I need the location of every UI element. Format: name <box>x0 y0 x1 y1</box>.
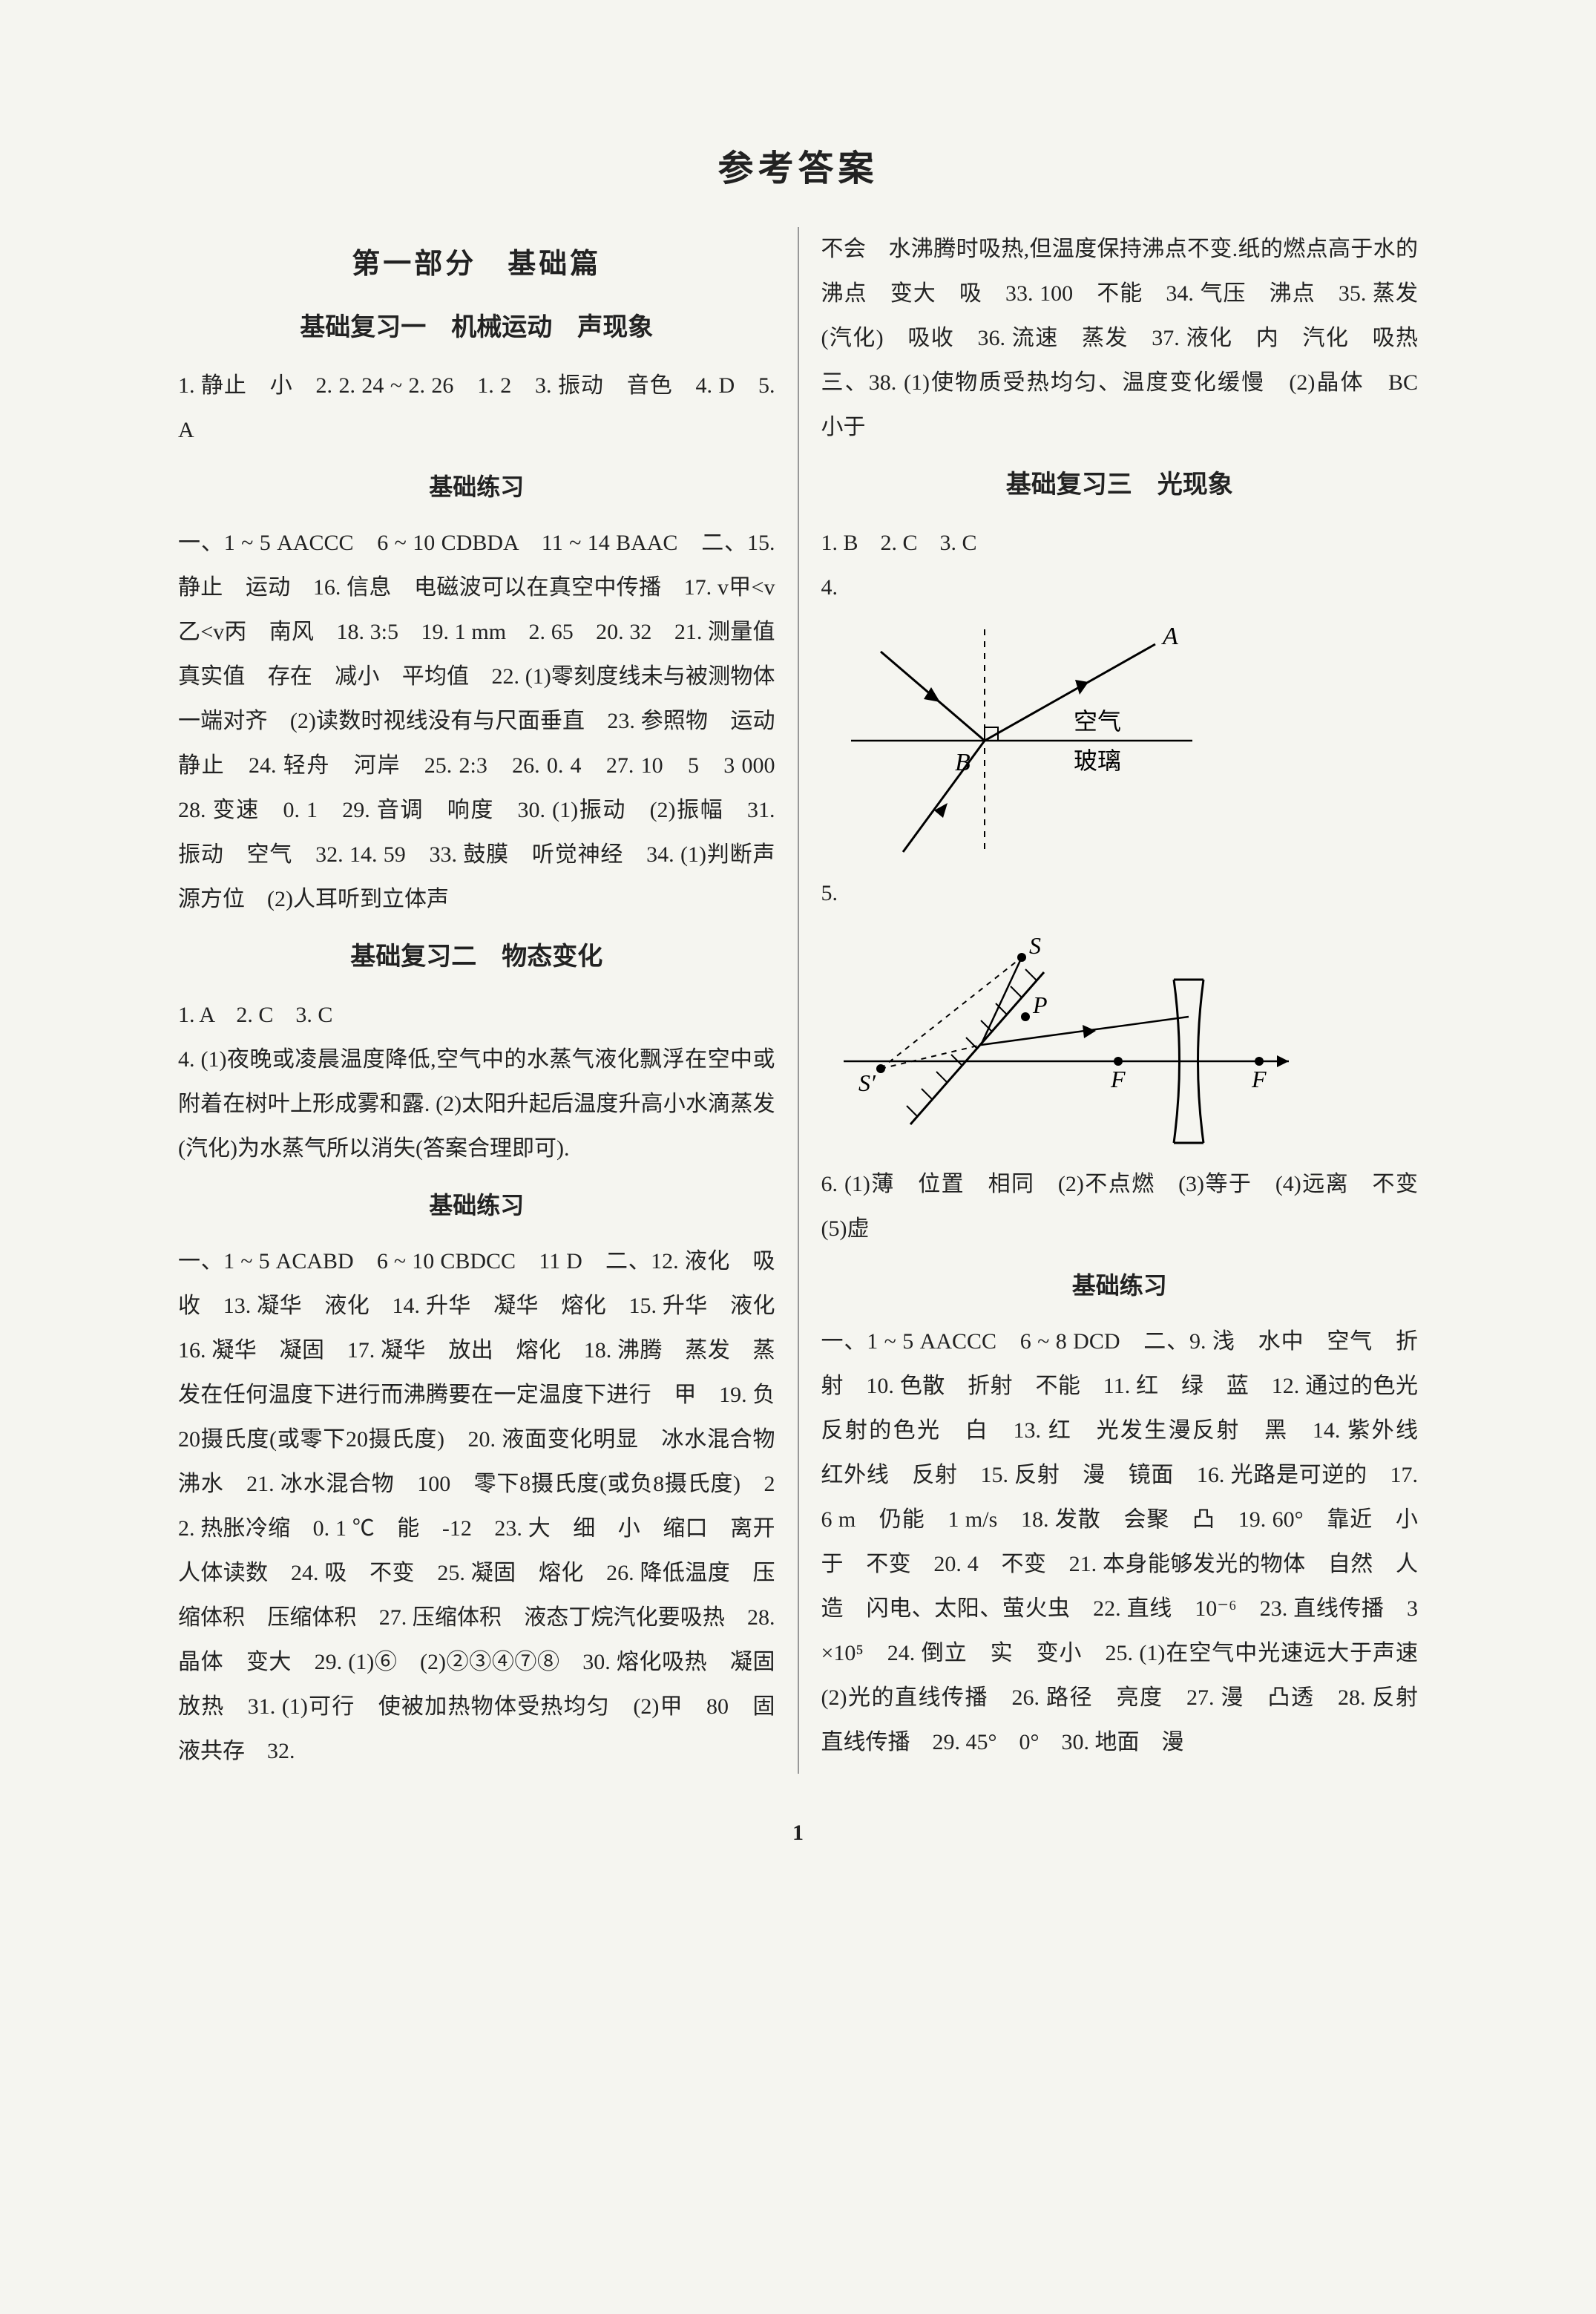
refraction-diagram: A B 空气 玻璃 <box>836 622 1419 859</box>
section1-practice-title: 基础练习 <box>178 463 775 511</box>
section3-body: 1. B 2. C 3. C <box>821 521 1419 566</box>
continuation-text: 不会 水沸腾时吸热,但温度保持沸点不变.纸的燃点高于水的沸点 变大 吸 33. … <box>821 227 1419 450</box>
text: 1. 静止 小 2. 2. 24 ~ 2. 26 1. 2 3. 振动 音色 4… <box>178 373 775 442</box>
text: 1. A 2. C 3. C <box>178 1003 332 1027</box>
lens-diagram: S S′ P F F <box>836 928 1419 1150</box>
section3-body2: 6. (1)薄 位置 相同 (2)不点燃 (3)等于 (4)远离 不变 (5)虚 <box>821 1162 1419 1251</box>
label-B: B <box>955 749 971 776</box>
left-column: 第一部分 基础篇 基础复习一 机械运动 声现象 1. 静止 小 2. 2. 24… <box>178 227 775 1774</box>
text: 一、1 ~ 5 ACABD 6 ~ 10 CBDCC 11 D 二、12. 液化… <box>178 1249 798 1763</box>
label-S: S <box>1029 932 1041 959</box>
text: 一、1 ~ 5 AACCC 6 ~ 8 DCD 二、9. 浅 水中 空气 折射 … <box>821 1329 1441 1754</box>
page-number: 1 <box>178 1811 1418 1855</box>
label-F1: F <box>1110 1066 1126 1092</box>
text: 6. (1)薄 位置 相同 (2)不点燃 (3)等于 (4)远离 不变 (5)虚 <box>821 1172 1441 1241</box>
text: 4. (1)夜晚或凌晨温度降低,空气中的水蒸气液化飘浮在空中或附着在树叶上形成雾… <box>178 1047 775 1161</box>
label-P: P <box>1032 992 1048 1018</box>
label-Sp: S′ <box>858 1069 876 1096</box>
section3-title: 基础复习三 光现象 <box>821 460 1419 511</box>
section3-practice: 一、1 ~ 5 AACCC 6 ~ 8 DCD 二、9. 浅 水中 空气 折射 … <box>821 1320 1419 1765</box>
text: 一、1 ~ 5 AACCC 6 ~ 10 CDBDA 11 ~ 14 BAAC … <box>178 531 798 911</box>
part-title: 第一部分 基础篇 <box>178 236 775 292</box>
right-column: 不会 水沸腾时吸热,但温度保持沸点不变.纸的燃点高于水的沸点 变大 吸 33. … <box>821 227 1419 1774</box>
section2-body: 1. A 2. C 3. C <box>178 993 775 1038</box>
page-title: 参考答案 <box>178 134 1418 205</box>
label-A: A <box>1161 623 1178 650</box>
section2-practice-title: 基础练习 <box>178 1181 775 1229</box>
section2-practice: 一、1 ~ 5 ACABD 6 ~ 10 CBDCC 11 D 二、12. 液化… <box>178 1239 775 1774</box>
section1-practice: 一、1 ~ 5 AACCC 6 ~ 10 CDBDA 11 ~ 14 BAAC … <box>178 521 775 922</box>
q5-label: 5. <box>821 871 1419 916</box>
label-air: 空气 <box>1074 708 1121 735</box>
column-divider <box>798 227 799 1774</box>
label-glass: 玻璃 <box>1074 747 1121 774</box>
section1-body: 1. 静止 小 2. 2. 24 ~ 2. 26 1. 2 3. 振动 音色 4… <box>178 364 775 453</box>
q4-label: 4. <box>821 566 1419 610</box>
text: 1. B 2. C 3. C <box>821 531 977 555</box>
text: 5. <box>821 881 838 905</box>
section1-title: 基础复习一 机械运动 声现象 <box>178 303 775 353</box>
text: 不会 水沸腾时吸热,但温度保持沸点不变.纸的燃点高于水的沸点 变大 吸 33. … <box>821 237 1441 439</box>
two-column-layout: 第一部分 基础篇 基础复习一 机械运动 声现象 1. 静止 小 2. 2. 24… <box>178 227 1418 1774</box>
section2-body2: 4. (1)夜晚或凌晨温度降低,空气中的水蒸气液化飘浮在空中或附着在树叶上形成雾… <box>178 1038 775 1171</box>
section3-practice-title: 基础练习 <box>821 1262 1419 1309</box>
section2-title: 基础复习二 物态变化 <box>178 932 775 983</box>
label-F2: F <box>1251 1066 1267 1092</box>
text: 4. <box>821 575 838 600</box>
